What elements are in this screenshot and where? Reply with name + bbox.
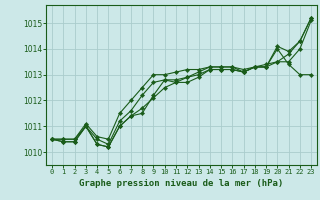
X-axis label: Graphe pression niveau de la mer (hPa): Graphe pression niveau de la mer (hPa) — [79, 179, 284, 188]
